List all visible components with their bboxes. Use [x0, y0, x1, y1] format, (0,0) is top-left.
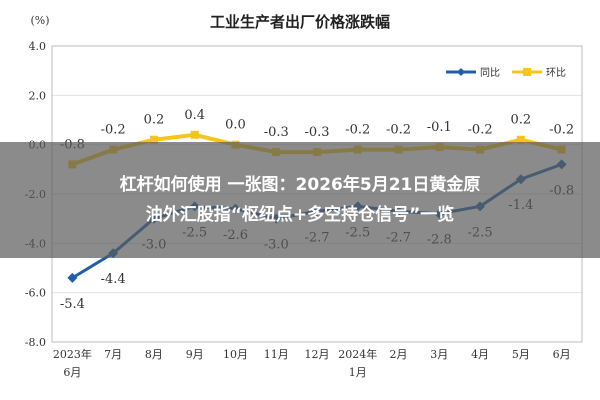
x-tick-label-11: 5月	[512, 348, 530, 361]
series-1-label-3: 0.4	[184, 108, 205, 123]
x-tick-label-7: 2024年 1月	[338, 347, 377, 379]
series-1-point-3	[190, 130, 199, 139]
x-tick-label-4: 10月	[223, 348, 248, 361]
y-tick-label-5: -6.0	[25, 287, 46, 300]
series-0-point-0	[67, 272, 78, 283]
series-1-label-2: 0.2	[144, 113, 165, 128]
series-1-label-1: -0.2	[101, 123, 126, 138]
series-1-label-4: 0.0	[225, 118, 246, 133]
series-1-label-9: -0.1	[427, 120, 452, 135]
y-tick-label-0: 4.0	[29, 40, 47, 53]
y-tick-label-6: -8.0	[25, 336, 46, 349]
x-tick-label-9: 3月	[430, 348, 448, 361]
series-1-label-12: -0.2	[549, 123, 574, 138]
x-tick-label-1: 7月	[104, 348, 122, 361]
headline-line-2: 油外汇股指“枢纽点+多空持仓信号”一览	[145, 205, 455, 225]
x-tick-label-5: 11月	[264, 348, 289, 361]
series-0-label-0: -5.4	[60, 297, 85, 312]
legend-label-0: 同比	[480, 67, 500, 79]
x-tick-label-3: 9月	[186, 348, 204, 361]
x-tick-label-12: 6月	[553, 348, 571, 361]
legend-swatch-marker-1	[523, 68, 531, 76]
headline-line-1: 杠杆如何使用 一张图：2026年5月21日黄金原	[119, 175, 481, 195]
x-tick-label-0: 2023年 6月	[53, 347, 92, 379]
headline-overlay[interactable]: 杠杆如何使用 一张图：2026年5月21日黄金原 油外汇股指“枢纽点+多空持仓信…	[0, 142, 600, 258]
legend-label-1: 环比	[546, 67, 566, 79]
x-tick-label-6: 12月	[305, 348, 330, 361]
legend: 同比 环比	[446, 67, 566, 79]
legend-swatch-marker-0	[457, 68, 465, 76]
x-tick-label-10: 4月	[471, 348, 489, 361]
y-axis-unit: (%)	[30, 14, 49, 27]
series-1-label-8: -0.2	[386, 123, 411, 138]
series-1-point-11	[516, 135, 525, 144]
series-0-label-1: -4.4	[101, 272, 126, 287]
chart-title: 工业生产者出厂价格涨跌幅	[210, 13, 390, 31]
series-1-label-7: -0.2	[345, 123, 370, 138]
y-tick-label-1: 2.0	[29, 89, 47, 102]
x-tick-label-2: 8月	[145, 348, 163, 361]
series-1-point-2	[149, 135, 158, 144]
series-1-label-5: -0.3	[264, 125, 289, 140]
series-1-label-6: -0.3	[304, 125, 329, 140]
series-1-label-10: -0.2	[468, 123, 493, 138]
series-1-label-11: 0.2	[511, 113, 532, 128]
x-tick-label-8: 2月	[390, 348, 408, 361]
